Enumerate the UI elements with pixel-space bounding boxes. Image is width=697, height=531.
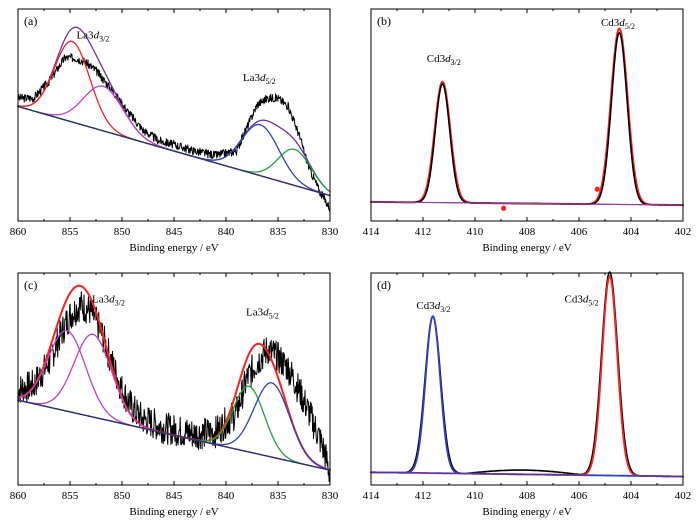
x-tick-label: 412: [415, 226, 432, 238]
x-tick-label: 404: [623, 490, 640, 502]
x-tick-label: 414: [363, 226, 380, 238]
x-tick-label: 408: [519, 226, 536, 238]
series-baseline: [370, 201, 684, 206]
x-tick-label: 830: [322, 226, 339, 238]
x-tick-label: 855: [62, 226, 79, 238]
series-marker: [594, 186, 600, 192]
x-tick-label: 402: [675, 226, 692, 238]
x-tick-label: 410: [467, 490, 484, 502]
x-tick-label: 840: [218, 490, 235, 502]
panel-label: (d): [377, 278, 391, 292]
series-fit-peak-1: [370, 315, 684, 478]
peak-annotation: La3d3/2: [92, 294, 125, 308]
x-tick-label: 835: [270, 490, 287, 502]
panel-c: 860 855 850 845 840 835 830 Binding energy / eV…: [10, 272, 339, 518]
peak-annotation: Cd3d3/2: [427, 53, 461, 67]
panel-label: (c): [24, 278, 37, 292]
panel-label: (a): [24, 14, 37, 28]
panel-d: 414 412 410 408 406 404 402 Binding energy / eV…: [363, 271, 692, 518]
x-tick-label: 406: [571, 226, 588, 238]
peak-annotation: La3d5/2: [243, 72, 276, 86]
x-tick-label: 412: [415, 490, 432, 502]
plot-frame: [17, 8, 331, 222]
peak-annotation: Cd3d3/2: [416, 300, 450, 314]
x-axis-label: Binding energy / eV: [129, 506, 218, 518]
peak-annotation: La3d3/2: [76, 30, 109, 44]
panel-label: (b): [377, 14, 391, 28]
x-tick-label: 850: [114, 226, 131, 238]
x-tick-label: 860: [10, 490, 27, 502]
peak-annotation: Cd3d5/2: [601, 17, 635, 31]
x-tick-label: 406: [571, 490, 588, 502]
peak-annotation: Cd3d5/2: [565, 294, 599, 308]
series-raw: [17, 53, 331, 212]
x-tick-label: 402: [675, 490, 692, 502]
series-marker: [501, 205, 507, 211]
peak-annotation: La3d5/2: [246, 306, 279, 320]
x-tick-label: 855: [62, 490, 79, 502]
series-baseline: [17, 399, 331, 471]
x-tick-label: 830: [322, 490, 339, 502]
series-peak-1: [17, 40, 331, 197]
series-baseline: [17, 105, 331, 197]
x-tick-label: 845: [166, 226, 183, 238]
x-tick-label: 408: [519, 490, 536, 502]
series-fit: [370, 27, 684, 207]
x-tick-label: 860: [10, 226, 27, 238]
x-axis-label: Binding energy / eV: [482, 242, 571, 254]
x-axis-label: Binding energy / eV: [129, 242, 218, 254]
x-tick-label: 404: [623, 226, 640, 238]
x-tick-label: 410: [467, 226, 484, 238]
x-tick-label: 835: [270, 226, 287, 238]
series-fit-envelope: [17, 284, 331, 471]
x-tick-label: 414: [363, 490, 380, 502]
x-tick-label: 845: [166, 490, 183, 502]
panel-b: 414 412 410 408 406 404 402 Binding energy / eV…: [363, 8, 692, 254]
panel-a: 860 855 850 845 840 835 830 Binding energy / eV…: [10, 8, 339, 254]
x-tick-label: 840: [218, 226, 235, 238]
x-axis-label: Binding energy / eV: [482, 506, 571, 518]
series-fit-envelope: [17, 26, 331, 193]
series-baseline: [370, 471, 684, 478]
series-raw: [17, 291, 331, 482]
x-tick-label: 850: [114, 490, 131, 502]
